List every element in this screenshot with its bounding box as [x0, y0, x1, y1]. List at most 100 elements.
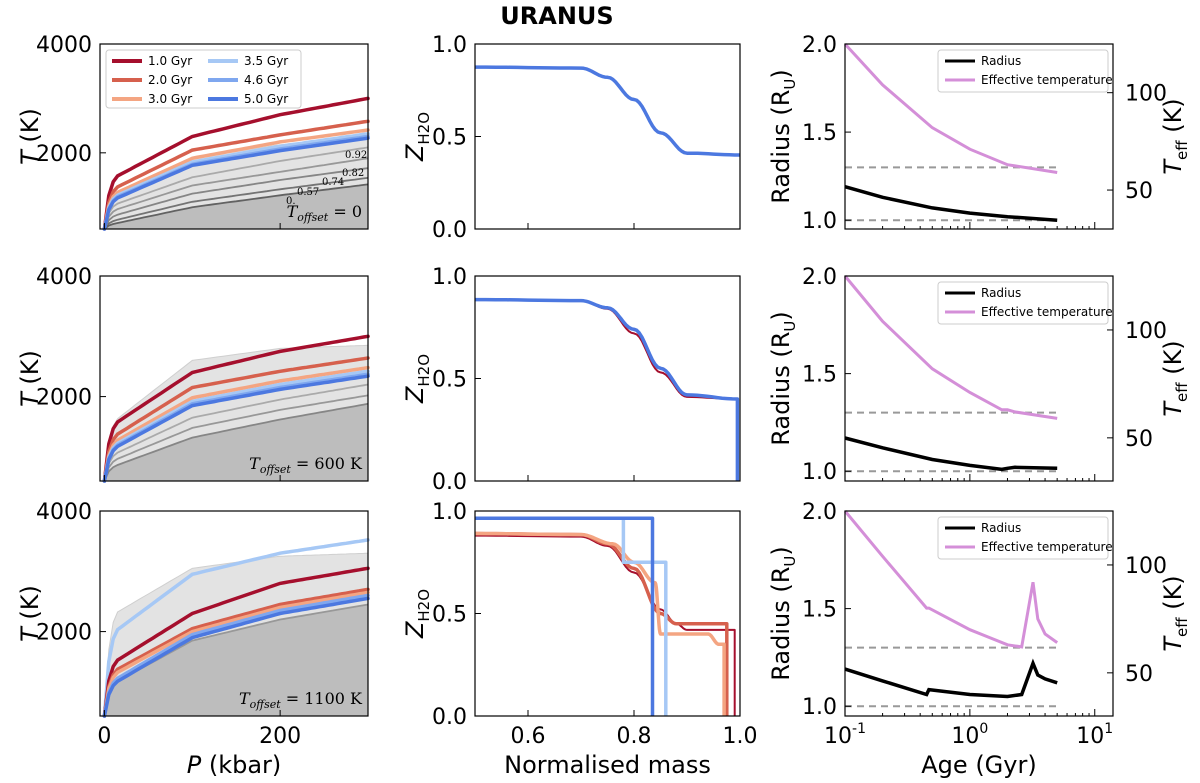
pt-ytick-label: 4000	[36, 500, 92, 525]
z-line-5-0-Gyr	[475, 65, 740, 157]
r-xtick-label: 101	[1076, 721, 1113, 749]
pt-line-2-0-Gyr	[102, 356, 370, 483]
r-legend-label-radius: Radius	[981, 286, 1021, 300]
teff-ylabel: Teff (K)	[1159, 340, 1191, 416]
pt-ylabel: T (K)	[16, 350, 44, 407]
r-ytick-label: 1.0	[802, 209, 837, 234]
r-ylabel: Radius (RU)	[767, 546, 799, 681]
offset-value: = 1100 K	[281, 689, 363, 708]
offset-T: T	[249, 454, 261, 473]
pt-adiabat-4	[103, 183, 369, 230]
pt-xtick-label: 0	[97, 724, 111, 749]
r-ytick-label: 1.0	[802, 695, 837, 720]
z-ytick-label: 0.0	[432, 470, 467, 495]
pt-line-5-0-Gyr	[102, 136, 370, 231]
pt-line-5-0-Gyr	[102, 596, 370, 718]
pt-panel-row2: 2000 4000 0 200 T (K) P (kbar) Toffset = 1100 …	[16, 500, 370, 779]
r-ylabel-text: Radius (R	[767, 567, 795, 681]
pt-ylabel-T: T	[16, 390, 44, 407]
pt-line-3-5-Gyr	[102, 369, 370, 483]
pt-ylabel-unit: (K)	[16, 350, 44, 392]
teff-ylabel-sub: eff	[1173, 617, 1191, 637]
r-xtick-base: 10	[824, 724, 852, 749]
offset-annotation: Toffset = 0	[287, 202, 362, 224]
r-legend-label-radius: Radius	[981, 521, 1021, 535]
pt-line-3-0-Gyr	[102, 128, 370, 231]
pt-line-2-0-Gyr	[102, 587, 370, 718]
r-legend-label-teff: Effective temperature	[981, 73, 1113, 87]
offset-sub: offset	[297, 211, 329, 224]
pt-ytick-label: 4000	[36, 33, 92, 58]
teff-ytick-label: 100	[1125, 319, 1167, 344]
z-ylabel-sub: H2O	[415, 112, 433, 145]
offset-value: = 600 K	[291, 454, 363, 473]
teff-ylabel: Teff (K)	[1159, 98, 1191, 174]
figure-title: URANUS	[500, 2, 613, 30]
z-xtick-label: 0.8	[617, 724, 652, 749]
pt-ylabel: T (K)	[16, 108, 44, 165]
teff-ylabel: Teff (K)	[1159, 575, 1191, 651]
pt-adiabat-2	[103, 167, 369, 230]
pt-legend-label: 3.5 Gyr	[244, 54, 288, 68]
r-ylabel-sub: U	[781, 321, 799, 332]
pt-line-4-6-Gyr	[102, 593, 370, 718]
pt-ylabel-unit: (K)	[16, 108, 44, 150]
r-ylabel-close: )	[767, 311, 795, 320]
pt-xlabel-unit: (kbar)	[201, 751, 281, 779]
z-line-2-0-Gyr	[474, 531, 729, 716]
r-ylabel-text: Radius (R	[767, 332, 795, 446]
pt-legend-label: 1.0 Gyr	[148, 54, 192, 68]
r-ytick-label: 2.0	[802, 500, 837, 525]
pt-ytick-label: 2000	[36, 142, 92, 167]
radius-line	[844, 436, 1058, 472]
z-xtick-label: 1.0	[723, 724, 758, 749]
pt-frame	[99, 275, 369, 482]
pt-line-3-0-Gyr	[102, 365, 370, 483]
z-ylabel-Z: Z	[401, 621, 429, 639]
pt-ylabel-T: T	[16, 625, 44, 642]
teff-ylabel-T: T	[1159, 400, 1187, 417]
pt-adiabat-2	[103, 402, 369, 482]
offset-sub: offset	[250, 698, 282, 711]
pt-xtick-label: 200	[259, 724, 301, 749]
adiabat-label-0: 0.92	[345, 150, 367, 161]
r-ylabel: Radius (RU)	[767, 69, 799, 204]
z-xlabel: Normalised mass	[504, 751, 711, 779]
r-ytick-label: 1.5	[802, 598, 837, 623]
z-ytick-label: 0.5	[432, 126, 467, 151]
offset-T: T	[287, 202, 299, 221]
r-ytick-label: 2.0	[802, 265, 837, 290]
teff-ylabel-sub: eff	[1173, 382, 1191, 402]
r-frame	[844, 510, 1114, 717]
pt-below-shade	[104, 604, 369, 716]
teff-ytick-label: 50	[1125, 427, 1153, 452]
r-ytick-label: 2.0	[802, 33, 837, 58]
r-ytick-label: 1.5	[802, 121, 837, 146]
r-ytick-label: 1.0	[802, 460, 837, 485]
z-ytick-label: 1.0	[432, 33, 467, 58]
z-line-5-0-Gyr	[475, 297, 740, 481]
pt-line-3-5-Gyr	[102, 538, 370, 718]
r-xtick-base: 10	[1076, 724, 1104, 749]
adiabat-label-2: 0.74	[322, 177, 344, 188]
r-ylabel: Radius (RU)	[767, 311, 799, 446]
teff-line	[843, 510, 1059, 649]
z-ytick-label: 1.0	[432, 500, 467, 525]
z-ytick-label: 0.5	[432, 603, 467, 628]
z-line-1-0-Gyr	[475, 298, 739, 481]
pt-ytick-label: 2000	[36, 621, 92, 646]
teff-ylabel-unit: (K)	[1159, 98, 1187, 140]
pt-line-2-0-Gyr	[102, 119, 370, 231]
z-frame	[474, 43, 741, 230]
r-legend-label-teff: Effective temperature	[981, 540, 1113, 554]
z-ylabel: ZH2O	[401, 589, 433, 639]
r-frame	[844, 43, 1114, 230]
teff-ytick-label: 50	[1125, 662, 1153, 687]
z-ylabel: ZH2O	[401, 112, 433, 162]
pt-adiabat-3	[103, 177, 369, 230]
z-ylabel: ZH2O	[401, 354, 433, 404]
pt-xlabel-P: P	[187, 751, 202, 779]
